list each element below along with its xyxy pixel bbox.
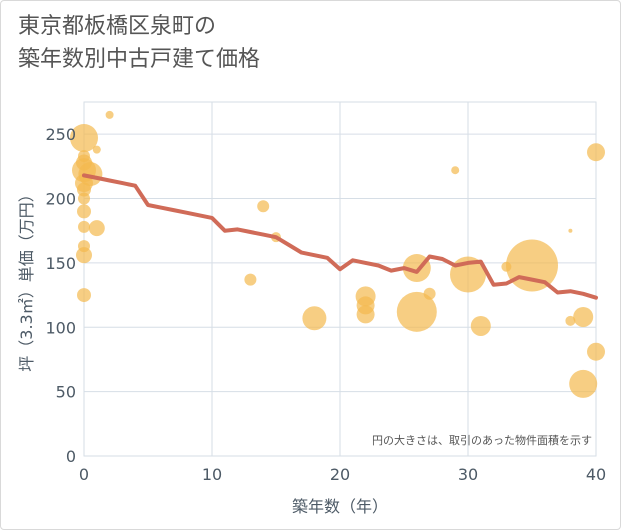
y-tick-label: 200 (45, 190, 76, 209)
bubble-point (105, 110, 114, 119)
bubble-point (396, 291, 437, 332)
bubble-point (70, 124, 98, 153)
bubble-point (78, 220, 90, 233)
chart-title-line-2: 築年数別中古戸建て価格 (18, 47, 261, 72)
bubble-point (470, 315, 491, 336)
y-tick-label: 100 (45, 318, 76, 337)
bubble-point (78, 192, 90, 205)
bubble-point (244, 273, 257, 286)
bubble-point (356, 305, 375, 324)
bubble-point (501, 261, 512, 272)
x-tick-label: 30 (458, 465, 478, 484)
bubble-point (77, 288, 91, 303)
x-axis-label: 築年数（年） (292, 497, 388, 516)
bubble-point (506, 239, 558, 292)
bubble-point (77, 204, 91, 219)
bubble-point (423, 287, 436, 300)
bubble-point (257, 200, 270, 213)
chart-title-line-1: 東京都板橋区泉町の (18, 14, 217, 39)
bubble-point (302, 306, 327, 331)
bubble-size-note: 円の大きさは、取引のあった物件面積を示す (372, 433, 592, 447)
y-tick-label: 0 (66, 447, 76, 466)
average-price-line (82, 173, 598, 300)
bubble-point (88, 220, 105, 237)
chart-title: 東京都板橋区泉町の 築年数別中古戸建て価格 (18, 10, 260, 76)
bubble-point (451, 166, 460, 175)
bubble-point (569, 369, 598, 398)
x-tick-label: 10 (202, 465, 222, 484)
x-tick-label: 20 (330, 465, 350, 484)
y-axis-label: 坪（3.3㎡）単価（万円） (17, 186, 36, 371)
x-tick-label: 0 (79, 465, 89, 484)
bubble-point (587, 342, 605, 361)
x-tick-label: 40 (586, 465, 606, 484)
bubble-point (92, 145, 101, 154)
y-tick-label: 250 (45, 125, 76, 144)
bubble-point (568, 228, 573, 233)
bubble-point (573, 306, 594, 327)
y-tick-label: 50 (56, 383, 76, 402)
bubble-point (77, 182, 91, 197)
bubble-point (76, 247, 92, 264)
bubble-point (565, 315, 576, 326)
bubble-point (587, 143, 605, 162)
y-tick-label: 150 (45, 254, 76, 273)
